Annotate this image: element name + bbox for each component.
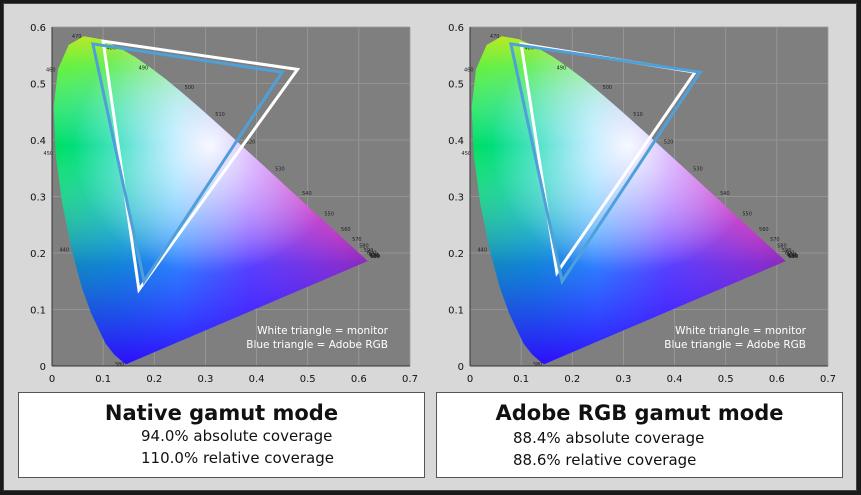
legend-white-triangle: White triangle = monitor xyxy=(675,325,807,337)
wavelength-label: 520 xyxy=(246,140,256,146)
y-tick-label: 0.1 xyxy=(30,306,46,317)
wavelength-label: 550 xyxy=(742,212,752,218)
wavelength-label: 560 xyxy=(341,227,351,233)
chromaticity-chart-native: 380 440 450 460 470 480 490 500 510 520 530 540 550 5… xyxy=(30,23,418,385)
absolute-coverage-adobe: 88.4% absolute coverage xyxy=(513,429,705,447)
wavelength-label: 440 xyxy=(478,247,488,253)
wavelength-label: 640 xyxy=(788,254,798,260)
wavelength-label: 440 xyxy=(60,247,70,253)
wavelength-label: 580 xyxy=(359,244,369,250)
relative-coverage-native: 110.0% relative coverage xyxy=(141,449,334,467)
x-tick-label: 0.2 xyxy=(146,374,162,385)
x-tick-label: 0 xyxy=(467,374,473,385)
wavelength-label: 450 xyxy=(462,151,472,157)
x-tick-label: 0.3 xyxy=(615,374,631,385)
y-tick-label: 0 xyxy=(40,362,46,373)
wavelength-label: 680 xyxy=(371,254,381,260)
wavelength-label: 480 xyxy=(106,45,116,51)
wavelength-label: 580 xyxy=(777,244,787,250)
x-tick-label: 0.7 xyxy=(820,374,836,385)
y-tick-label: 0.3 xyxy=(30,193,46,204)
y-tick-label: 0.5 xyxy=(448,80,464,91)
y-tick-label: 0 xyxy=(458,362,464,373)
wavelength-label: 470 xyxy=(490,34,500,40)
wavelength-label: 630 xyxy=(788,254,798,260)
wavelength-label: 600 xyxy=(367,251,377,257)
x-tick-label: 0.6 xyxy=(351,374,367,385)
y-tick-label: 0.6 xyxy=(448,23,464,34)
panel-adobe: 380 440 450 460 470 480 490 500 510 520 530 540 550 5… xyxy=(436,14,843,478)
caption-title-native: Native gamut mode xyxy=(104,401,339,425)
wavelength-label: 380 xyxy=(533,362,543,368)
wavelength-label: 610 xyxy=(369,252,379,258)
caption-box-native: Native gamut mode 94.0% absolute coverag… xyxy=(18,392,425,478)
wavelength-label: 450 xyxy=(44,151,54,157)
x-tick-label: 0.7 xyxy=(402,374,418,385)
wavelength-label: 550 xyxy=(324,212,334,218)
wavelength-label: 380 xyxy=(115,362,125,368)
wavelength-label: 520 xyxy=(664,140,674,146)
x-tick-label: 0.4 xyxy=(249,374,265,385)
legend-blue-triangle: Blue triangle = Adobe RGB xyxy=(246,339,388,351)
wavelength-label: 490 xyxy=(139,66,149,72)
wavelength-label: 530 xyxy=(275,167,285,173)
wavelength-label: 560 xyxy=(759,227,769,233)
figure-frame: 380 440 450 460 470 480 490 500 510 520 530 540 550 5… xyxy=(3,3,857,491)
x-tick-label: 0.2 xyxy=(564,374,580,385)
wavelength-label: 460 xyxy=(464,67,474,73)
y-tick-label: 0.6 xyxy=(30,23,46,34)
wavelength-label: 680 xyxy=(789,254,799,260)
wavelength-label: 500 xyxy=(603,85,613,91)
caption-box-adobe: Adobe RGB gamut mode 88.4% absolute cove… xyxy=(436,392,843,478)
chromaticity-chart-adobe: 380 440 450 460 470 480 490 500 510 520 530 540 550 5… xyxy=(448,23,836,385)
x-tick-label: 0.5 xyxy=(300,374,316,385)
wavelength-label: 490 xyxy=(557,66,567,72)
monitor-gamut-triangle xyxy=(101,39,301,294)
wavelength-label: 570 xyxy=(770,237,780,243)
wavelength-label: 590 xyxy=(782,248,792,254)
wavelength-label: 470 xyxy=(72,34,82,40)
legend-white-triangle: White triangle = monitor xyxy=(257,325,389,337)
wavelength-label: 480 xyxy=(524,45,534,51)
wavelength-label: 510 xyxy=(633,112,643,118)
adobe-rgb-gamut-triangle xyxy=(508,42,703,286)
y-tick-label: 0.1 xyxy=(448,306,464,317)
x-tick-label: 0 xyxy=(49,374,55,385)
y-tick-label: 0.4 xyxy=(30,136,46,147)
wavelength-label: 640 xyxy=(370,254,380,260)
wavelength-label: 500 xyxy=(185,85,195,91)
wavelength-label: 620 xyxy=(787,253,797,259)
wavelength-label: 600 xyxy=(785,251,795,257)
wavelength-label: 510 xyxy=(215,112,225,118)
wavelength-label: 460 xyxy=(46,67,56,73)
adobe-rgb-gamut-triangle xyxy=(90,42,285,286)
absolute-coverage-native: 94.0% absolute coverage xyxy=(141,427,333,445)
y-tick-label: 0.2 xyxy=(448,249,464,260)
caption-title-adobe: Adobe RGB gamut mode xyxy=(495,401,784,425)
wavelength-label: 540 xyxy=(720,191,730,197)
relative-coverage-adobe: 88.6% relative coverage xyxy=(513,451,697,469)
wavelength-label: 530 xyxy=(693,167,703,173)
y-tick-label: 0.2 xyxy=(30,249,46,260)
y-tick-label: 0.3 xyxy=(448,193,464,204)
wavelength-label: 540 xyxy=(302,191,312,197)
x-tick-label: 0.3 xyxy=(197,374,213,385)
x-tick-label: 0.6 xyxy=(769,374,785,385)
wavelength-label: 610 xyxy=(787,252,797,258)
y-tick-label: 0.5 xyxy=(30,80,46,91)
y-tick-label: 0.4 xyxy=(448,136,464,147)
wavelength-label: 570 xyxy=(352,237,362,243)
legend-blue-triangle: Blue triangle = Adobe RGB xyxy=(664,339,806,351)
x-tick-label: 0.4 xyxy=(667,374,683,385)
wavelength-label: 590 xyxy=(364,248,374,254)
wavelength-label: 620 xyxy=(369,253,379,259)
x-tick-label: 0.5 xyxy=(718,374,734,385)
wavelength-label: 630 xyxy=(370,254,380,260)
x-tick-label: 0.1 xyxy=(95,374,111,385)
panel-native: 380 440 450 460 470 480 490 500 510 520 530 540 550 5… xyxy=(18,14,425,478)
x-tick-label: 0.1 xyxy=(513,374,529,385)
